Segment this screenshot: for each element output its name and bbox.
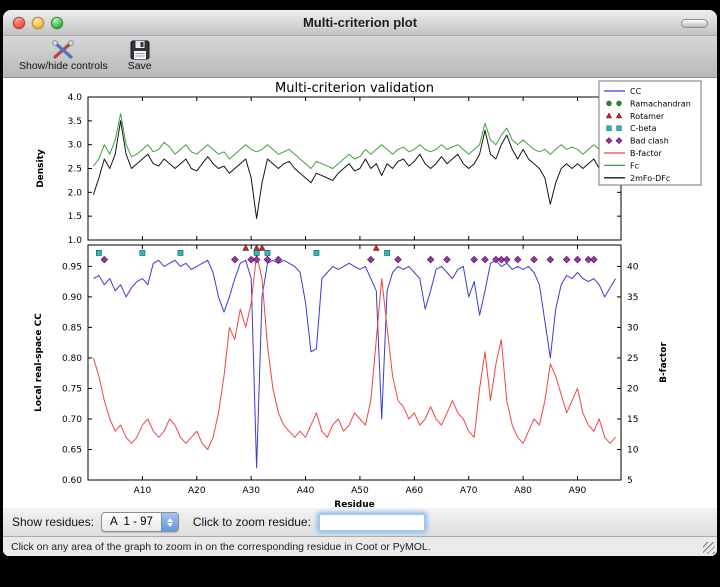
svg-text:20: 20 <box>627 384 639 394</box>
traffic-lights <box>13 10 63 35</box>
svg-text:0.90: 0.90 <box>62 293 82 303</box>
svg-text:35: 35 <box>627 293 638 303</box>
toolbar: Show/hide controls Save <box>3 36 717 78</box>
svg-text:2mFo-DFc: 2mFo-DFc <box>630 174 670 183</box>
window-title: Multi-criterion plot <box>302 15 418 30</box>
svg-text:Rotamer: Rotamer <box>630 112 665 121</box>
residue-range-dropdown[interactable]: A 1 - 97 <box>101 512 179 532</box>
svg-text:4.0: 4.0 <box>68 93 83 103</box>
save-icon <box>130 40 150 60</box>
svg-text:0.70: 0.70 <box>62 415 82 425</box>
svg-text:A60: A60 <box>406 486 424 496</box>
zoom-residue-label: Click to zoom residue: <box>192 515 311 529</box>
multi-criterion-figure[interactable]: Multi-criterion validation 1.0 1.5 2.0 2.5 3.… <box>3 78 717 508</box>
svg-text:0.65: 0.65 <box>62 445 82 455</box>
svg-text:40: 40 <box>627 262 639 272</box>
svg-text:A50: A50 <box>351 486 369 496</box>
svg-text:Ramachandran: Ramachandran <box>630 99 691 108</box>
save-button-label: Save <box>127 60 152 72</box>
svg-text:A30: A30 <box>242 486 260 496</box>
svg-text:A70: A70 <box>460 486 478 496</box>
show-hide-controls-label: Show/hide controls <box>19 60 108 72</box>
status-text: Click on any area of the graph to zoom i… <box>11 540 431 553</box>
controls-row: Show residues: A 1 - 97 Click to zoom re… <box>3 508 717 537</box>
resize-grip-icon[interactable] <box>703 542 715 554</box>
svg-text:Local real-space CC: Local real-space CC <box>34 313 44 412</box>
svg-text:30: 30 <box>627 323 639 333</box>
maximize-button[interactable] <box>51 16 63 29</box>
residue-range-value: A 1 - 97 <box>110 516 153 528</box>
minimize-button[interactable] <box>32 16 44 29</box>
zoom-residue-input[interactable] <box>317 512 426 532</box>
svg-text:0.75: 0.75 <box>62 384 82 394</box>
svg-text:A10: A10 <box>134 486 152 496</box>
svg-text:Residue: Residue <box>334 500 374 508</box>
show-hide-controls-button[interactable]: Show/hide controls <box>15 38 112 73</box>
svg-text:Bad clash: Bad clash <box>630 137 669 146</box>
svg-text:0.85: 0.85 <box>62 323 82 333</box>
svg-text:2.0: 2.0 <box>68 188 83 198</box>
close-button[interactable] <box>13 16 25 29</box>
svg-text:CC: CC <box>630 87 642 96</box>
dropdown-stepper-icon <box>160 513 178 531</box>
svg-text:0.95: 0.95 <box>62 262 82 272</box>
titlebar[interactable]: Multi-criterion plot <box>3 10 717 36</box>
svg-text:A80: A80 <box>514 486 532 496</box>
svg-text:25: 25 <box>627 354 638 364</box>
save-button[interactable]: Save <box>124 38 156 73</box>
svg-text:1.0: 1.0 <box>68 236 83 246</box>
svg-text:0.80: 0.80 <box>62 354 82 364</box>
svg-text:0.60: 0.60 <box>62 476 82 486</box>
svg-text:B-factor: B-factor <box>659 342 669 383</box>
svg-text:Density: Density <box>36 149 46 188</box>
svg-text:A20: A20 <box>188 486 206 496</box>
tools-icon <box>52 40 75 59</box>
status-bar: Click on any area of the graph to zoom i… <box>3 537 717 556</box>
app-window: Multi-criterion plot Show/hide controls <box>3 10 717 556</box>
svg-text:3.5: 3.5 <box>68 117 82 127</box>
plot-area[interactable]: Multi-criterion validation 1.0 1.5 2.0 2.5 3.… <box>3 78 717 508</box>
svg-text:5: 5 <box>627 476 633 486</box>
svg-text:A40: A40 <box>297 486 315 496</box>
svg-text:Fc: Fc <box>630 161 639 170</box>
svg-text:Multi-criterion validation: Multi-criterion validation <box>275 81 434 96</box>
toolbar-toggle-button[interactable] <box>681 19 708 28</box>
svg-text:15: 15 <box>627 415 638 425</box>
svg-text:A90: A90 <box>569 486 587 496</box>
svg-text:B-factor: B-factor <box>630 149 663 158</box>
svg-text:10: 10 <box>627 445 639 455</box>
show-residues-label: Show residues: <box>12 515 95 529</box>
svg-text:3.0: 3.0 <box>68 141 83 151</box>
svg-text:1.5: 1.5 <box>68 212 82 222</box>
svg-text:2.5: 2.5 <box>68 165 82 175</box>
svg-text:C-beta: C-beta <box>630 124 657 133</box>
